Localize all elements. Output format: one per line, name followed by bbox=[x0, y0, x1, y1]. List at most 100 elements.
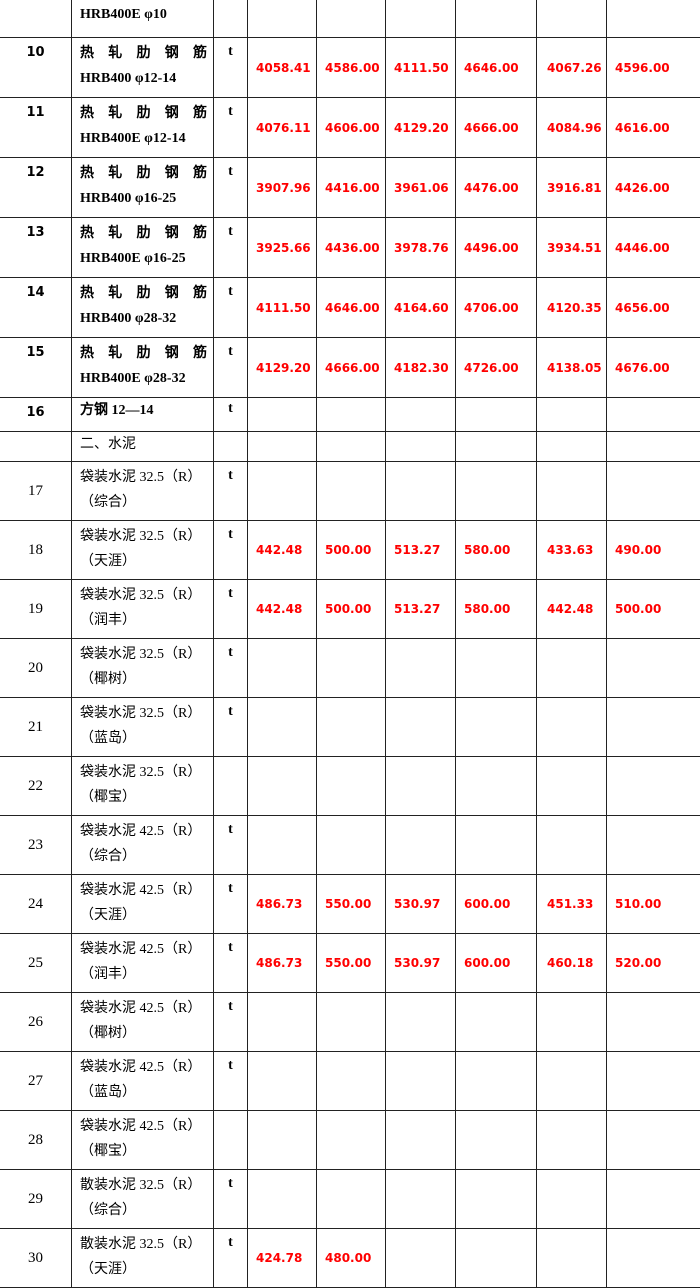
unit: t bbox=[214, 1170, 248, 1229]
price-cell bbox=[317, 1170, 386, 1229]
row-number: 17 bbox=[0, 462, 72, 521]
item-name: 袋装水泥 42.5（R）（椰树） bbox=[72, 993, 214, 1052]
price-cell bbox=[317, 757, 386, 816]
price-cell bbox=[386, 816, 456, 875]
price-cell: 600.00 bbox=[456, 934, 537, 993]
price-cell: 4138.05 bbox=[537, 338, 607, 398]
price-cell: 490.00 bbox=[607, 521, 700, 580]
item-name-line: （蓝岛） bbox=[80, 726, 207, 751]
unit: t bbox=[214, 580, 248, 639]
item-name-line: （天涯） bbox=[80, 1257, 207, 1282]
item-name: 袋装水泥 32.5（R）（椰树） bbox=[72, 639, 214, 698]
price-cell bbox=[456, 816, 537, 875]
unit: t bbox=[214, 218, 248, 278]
price-cell bbox=[607, 1229, 700, 1288]
item-name-line: 热轧肋钢筋 bbox=[80, 161, 207, 186]
price-cell bbox=[248, 432, 317, 462]
item-name-line: （天涯） bbox=[80, 903, 207, 928]
price-cell bbox=[317, 816, 386, 875]
price-cell bbox=[386, 757, 456, 816]
price-cell bbox=[248, 1111, 317, 1170]
price-cell: 451.33 bbox=[537, 875, 607, 934]
price-cell: 480.00 bbox=[317, 1229, 386, 1288]
item-name: 袋装水泥 32.5（R）（蓝岛） bbox=[72, 698, 214, 757]
price-cell: 4164.60 bbox=[386, 278, 456, 338]
price-cell bbox=[317, 462, 386, 521]
item-name: 袋装水泥 32.5（R）（综合） bbox=[72, 462, 214, 521]
item-name-line: （润丰） bbox=[80, 962, 207, 987]
row-number: 14 bbox=[0, 278, 72, 338]
item-name-line: 袋装水泥 32.5（R） bbox=[80, 465, 207, 490]
price-cell bbox=[456, 0, 537, 38]
item-name-line: 热轧肋钢筋 bbox=[80, 101, 207, 126]
price-cell bbox=[386, 1229, 456, 1288]
price-cell: 4129.20 bbox=[386, 98, 456, 158]
price-cell: 3907.96 bbox=[248, 158, 317, 218]
price-cell bbox=[317, 398, 386, 432]
price-cell: 4596.00 bbox=[607, 38, 700, 98]
price-cell: 4586.00 bbox=[317, 38, 386, 98]
item-name-line: 袋装水泥 42.5（R） bbox=[80, 819, 207, 844]
unit bbox=[214, 432, 248, 462]
item-name-line: HRB400E φ28-32 bbox=[80, 366, 207, 391]
row-number: 23 bbox=[0, 816, 72, 875]
item-name: 散装水泥 32.5（R）（综合） bbox=[72, 1170, 214, 1229]
item-name: 袋装水泥 42.5（R）（综合） bbox=[72, 816, 214, 875]
price-cell bbox=[456, 1229, 537, 1288]
price-cell bbox=[607, 993, 700, 1052]
price-cell bbox=[607, 1111, 700, 1170]
price-cell: 3978.76 bbox=[386, 218, 456, 278]
item-name: 散装水泥 32.5（R）（天涯） bbox=[72, 1229, 214, 1288]
price-cell bbox=[537, 639, 607, 698]
item-name-line: （综合） bbox=[80, 844, 207, 869]
price-cell: 4606.00 bbox=[317, 98, 386, 158]
price-cell: 4646.00 bbox=[456, 38, 537, 98]
price-cell: 4726.00 bbox=[456, 338, 537, 398]
unit: t bbox=[214, 1229, 248, 1288]
item-name: 袋装水泥 42.5（R）（润丰） bbox=[72, 934, 214, 993]
item-name-line: HRB400E φ12-14 bbox=[80, 126, 207, 151]
price-cell: 4646.00 bbox=[317, 278, 386, 338]
price-cell bbox=[607, 816, 700, 875]
item-name-line: 袋装水泥 42.5（R） bbox=[80, 1055, 207, 1080]
item-name-line: （综合） bbox=[80, 490, 207, 515]
price-cell: 4426.00 bbox=[607, 158, 700, 218]
item-name-line: 袋装水泥 42.5（R） bbox=[80, 1114, 207, 1139]
item-name-line: HRB400E φ10 bbox=[80, 2, 207, 27]
price-cell: 4666.00 bbox=[317, 338, 386, 398]
price-cell bbox=[537, 816, 607, 875]
price-cell bbox=[386, 698, 456, 757]
price-cell bbox=[386, 1111, 456, 1170]
price-cell: 4706.00 bbox=[456, 278, 537, 338]
item-name-line: 二、水泥 bbox=[80, 432, 207, 457]
price-cell: 442.48 bbox=[248, 580, 317, 639]
price-cell bbox=[456, 1111, 537, 1170]
price-cell bbox=[456, 757, 537, 816]
item-name-line: 袋装水泥 32.5（R） bbox=[80, 642, 207, 667]
price-cell: 500.00 bbox=[317, 521, 386, 580]
item-name-line: （椰宝） bbox=[80, 1139, 207, 1164]
row-number: 25 bbox=[0, 934, 72, 993]
price-cell: 513.27 bbox=[386, 580, 456, 639]
price-cell: 442.48 bbox=[248, 521, 317, 580]
row-number: 21 bbox=[0, 698, 72, 757]
price-cell: 4446.00 bbox=[607, 218, 700, 278]
item-name-line: HRB400 φ16-25 bbox=[80, 186, 207, 211]
price-cell bbox=[386, 398, 456, 432]
item-name-line: 热轧肋钢筋 bbox=[80, 341, 207, 366]
price-cell bbox=[317, 1111, 386, 1170]
price-cell: 513.27 bbox=[386, 521, 456, 580]
item-name-line: 袋装水泥 42.5（R） bbox=[80, 937, 207, 962]
